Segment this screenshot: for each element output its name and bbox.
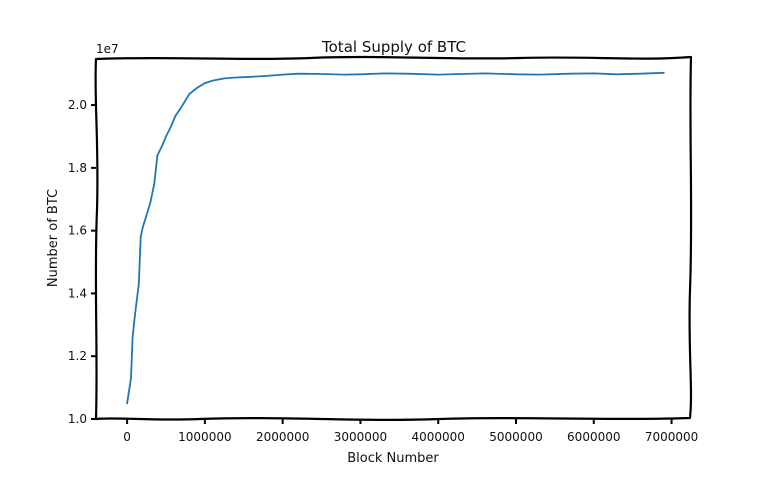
series-layer — [126, 71, 665, 405]
y-axis: 1.0 1.2 1.4 1.6 1.8 2.0 — [68, 98, 96, 426]
y-scale-label: 1e7 — [96, 42, 119, 56]
y-tick-label: 1.2 — [68, 349, 87, 363]
y-tick-label: 1.8 — [68, 161, 87, 175]
x-axis-label: Block Number — [347, 451, 439, 466]
y-tick-label: 1.6 — [68, 224, 87, 238]
y-axis-label: Number of BTC — [46, 189, 61, 287]
y-tick-label: 1.0 — [68, 412, 87, 426]
x-tick-label: 7000000 — [645, 430, 698, 444]
x-tick-label: 5000000 — [489, 430, 542, 444]
plot-frame — [94, 55, 693, 421]
x-tick-label: 1000000 — [178, 430, 231, 444]
x-tick-label: 2000000 — [256, 430, 309, 444]
x-tick-label: 3000000 — [334, 430, 387, 444]
x-tick-label: 6000000 — [567, 430, 620, 444]
x-axis: 0 1000000 2000000 3000000 4000000 5000000 6000… — [123, 419, 698, 444]
x-tick-label: 4000000 — [411, 430, 464, 444]
chart-title: Total Supply of BTC — [321, 38, 466, 56]
series-line — [126, 71, 665, 405]
x-tick-label: 0 — [123, 430, 131, 444]
y-tick-label: 1.4 — [68, 286, 87, 300]
y-tick-label: 2.0 — [68, 98, 87, 112]
